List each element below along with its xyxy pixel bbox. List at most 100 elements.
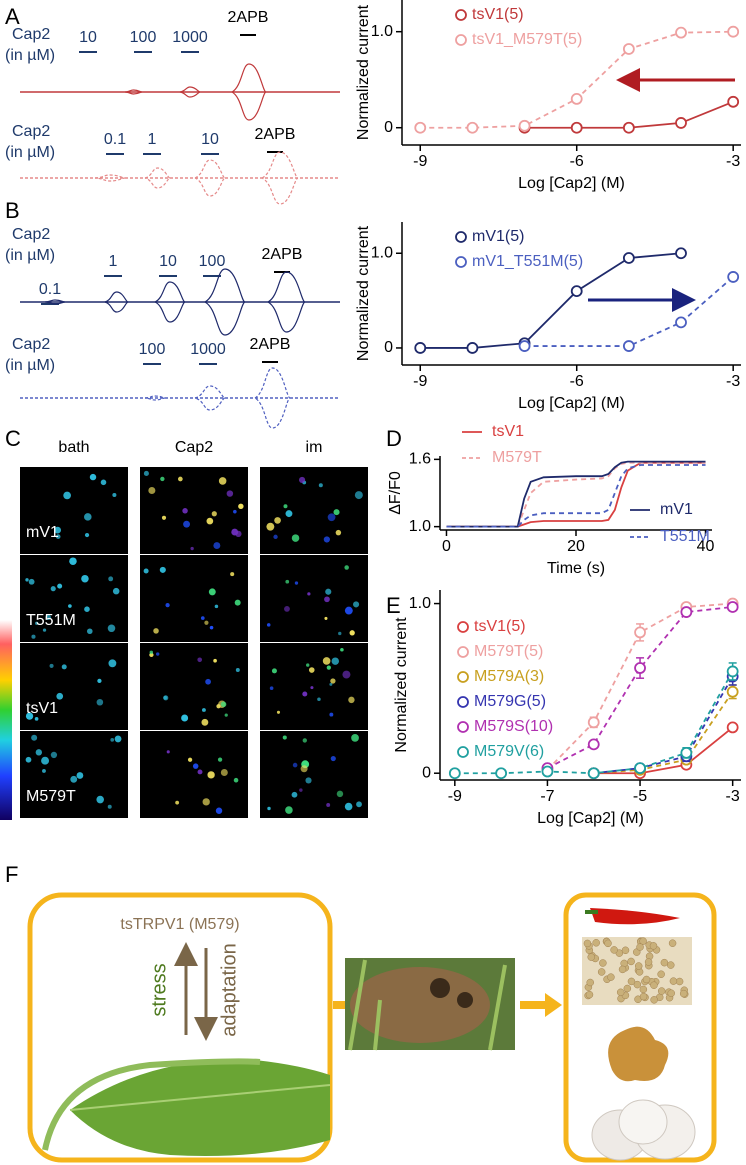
cell-dot [41, 756, 50, 765]
agonist-label: 2APB [255, 126, 296, 143]
legend-label: M579A(3) [474, 668, 544, 685]
x-tick-label: -5 [633, 788, 647, 805]
cell-dot [282, 735, 287, 740]
cell-dot [204, 620, 209, 625]
cell-dot [331, 657, 340, 665]
data-point [727, 95, 740, 108]
cell-dot [110, 737, 115, 742]
cell-dot [329, 682, 333, 686]
cell-dot [302, 738, 307, 743]
legend-label: M579T(5) [474, 643, 543, 660]
ginger-image [608, 1026, 669, 1082]
cell-dot [209, 625, 214, 630]
cell-dot [310, 686, 314, 690]
cell-dot [213, 542, 221, 550]
data-point [675, 117, 687, 129]
series-line [446, 460, 706, 528]
micrograph [20, 467, 128, 554]
y-axis-label: Normalized current [355, 225, 372, 361]
series-line [593, 726, 734, 775]
legend-label: mV1 [660, 501, 693, 518]
cell-dot [31, 734, 38, 741]
cell-dot [333, 509, 340, 516]
seed-dot [627, 977, 636, 986]
column-header: Cap2 [175, 439, 213, 456]
micrograph [140, 467, 248, 554]
cell-dot [344, 802, 353, 811]
data-point [495, 767, 508, 780]
y-tick-label: 1.0 [371, 244, 393, 261]
cell-dot [100, 479, 107, 486]
cell-dot [302, 691, 308, 697]
panel-label: E [386, 593, 401, 618]
seed-dot [639, 992, 648, 1001]
seed-dot [592, 939, 600, 947]
cell-dot [294, 581, 299, 585]
current-trace [94, 174, 126, 182]
seed-dot [583, 939, 592, 948]
cell-dot [238, 503, 244, 510]
y-axis-label: Normalized current [393, 617, 410, 753]
legend-marker [457, 646, 469, 658]
cell-dot [183, 520, 191, 528]
y-tick-label: 1.0 [371, 23, 393, 40]
current-trace [179, 86, 201, 98]
seed-dot [604, 939, 612, 948]
cell-dot [207, 771, 215, 779]
stimulus-label: Cap2 [12, 123, 50, 140]
seed-dot [618, 965, 627, 974]
row-label: M579T [26, 788, 76, 805]
cell-dot [224, 713, 228, 717]
model-title: tsTRPV1 (M579) [120, 916, 239, 933]
data-point [587, 767, 600, 780]
data-point [570, 93, 583, 105]
cell-dot [308, 667, 315, 673]
cell-dot [353, 601, 360, 608]
stress-label: stress [148, 963, 170, 1016]
legend-marker [457, 671, 469, 683]
cell-dot [317, 697, 321, 701]
seed-dot [623, 984, 632, 993]
cell-dot [325, 588, 332, 595]
cell-dot [220, 768, 228, 776]
x-tick-label: 0 [442, 538, 451, 555]
cell-dot [86, 628, 93, 635]
cell-dot [348, 696, 355, 704]
current-trace [144, 395, 166, 401]
dose-label: 0.1 [39, 281, 61, 298]
cell-dot [200, 616, 205, 620]
cell-dot [327, 513, 336, 522]
data-point [726, 665, 739, 678]
cell-dot [45, 614, 51, 621]
seed-dot [667, 961, 675, 969]
unit-label: (in µM) [5, 47, 55, 64]
seed-dot [657, 970, 665, 978]
data-point [518, 340, 531, 352]
seed-dot [650, 996, 658, 1004]
cell-dot [211, 511, 217, 517]
cell-dot [208, 588, 216, 596]
seed-dot [667, 989, 675, 997]
current-trace [267, 271, 306, 333]
panel-label: A [5, 4, 20, 29]
cell-dot [326, 803, 331, 807]
cell-dot [55, 534, 61, 539]
dose-label: 10 [79, 29, 97, 46]
cell-dot [271, 668, 277, 674]
cell-dot [266, 522, 275, 531]
seed-dot [639, 985, 648, 994]
cell-dot [344, 606, 353, 615]
agonist-label: 2APB [262, 246, 303, 263]
x-tick-label: -9 [413, 153, 427, 170]
cell-dot [326, 665, 331, 670]
y-axis-label: Normalized current [355, 4, 372, 140]
cell-dot [201, 708, 206, 712]
data-point [622, 43, 635, 55]
legend-marker [457, 621, 469, 633]
cell-dot [213, 658, 217, 663]
cell-dot [335, 529, 342, 536]
cell-dot [34, 717, 39, 721]
cell-dot [112, 587, 120, 595]
y-tick-label: 0 [422, 764, 431, 781]
cell-dot [340, 647, 344, 652]
